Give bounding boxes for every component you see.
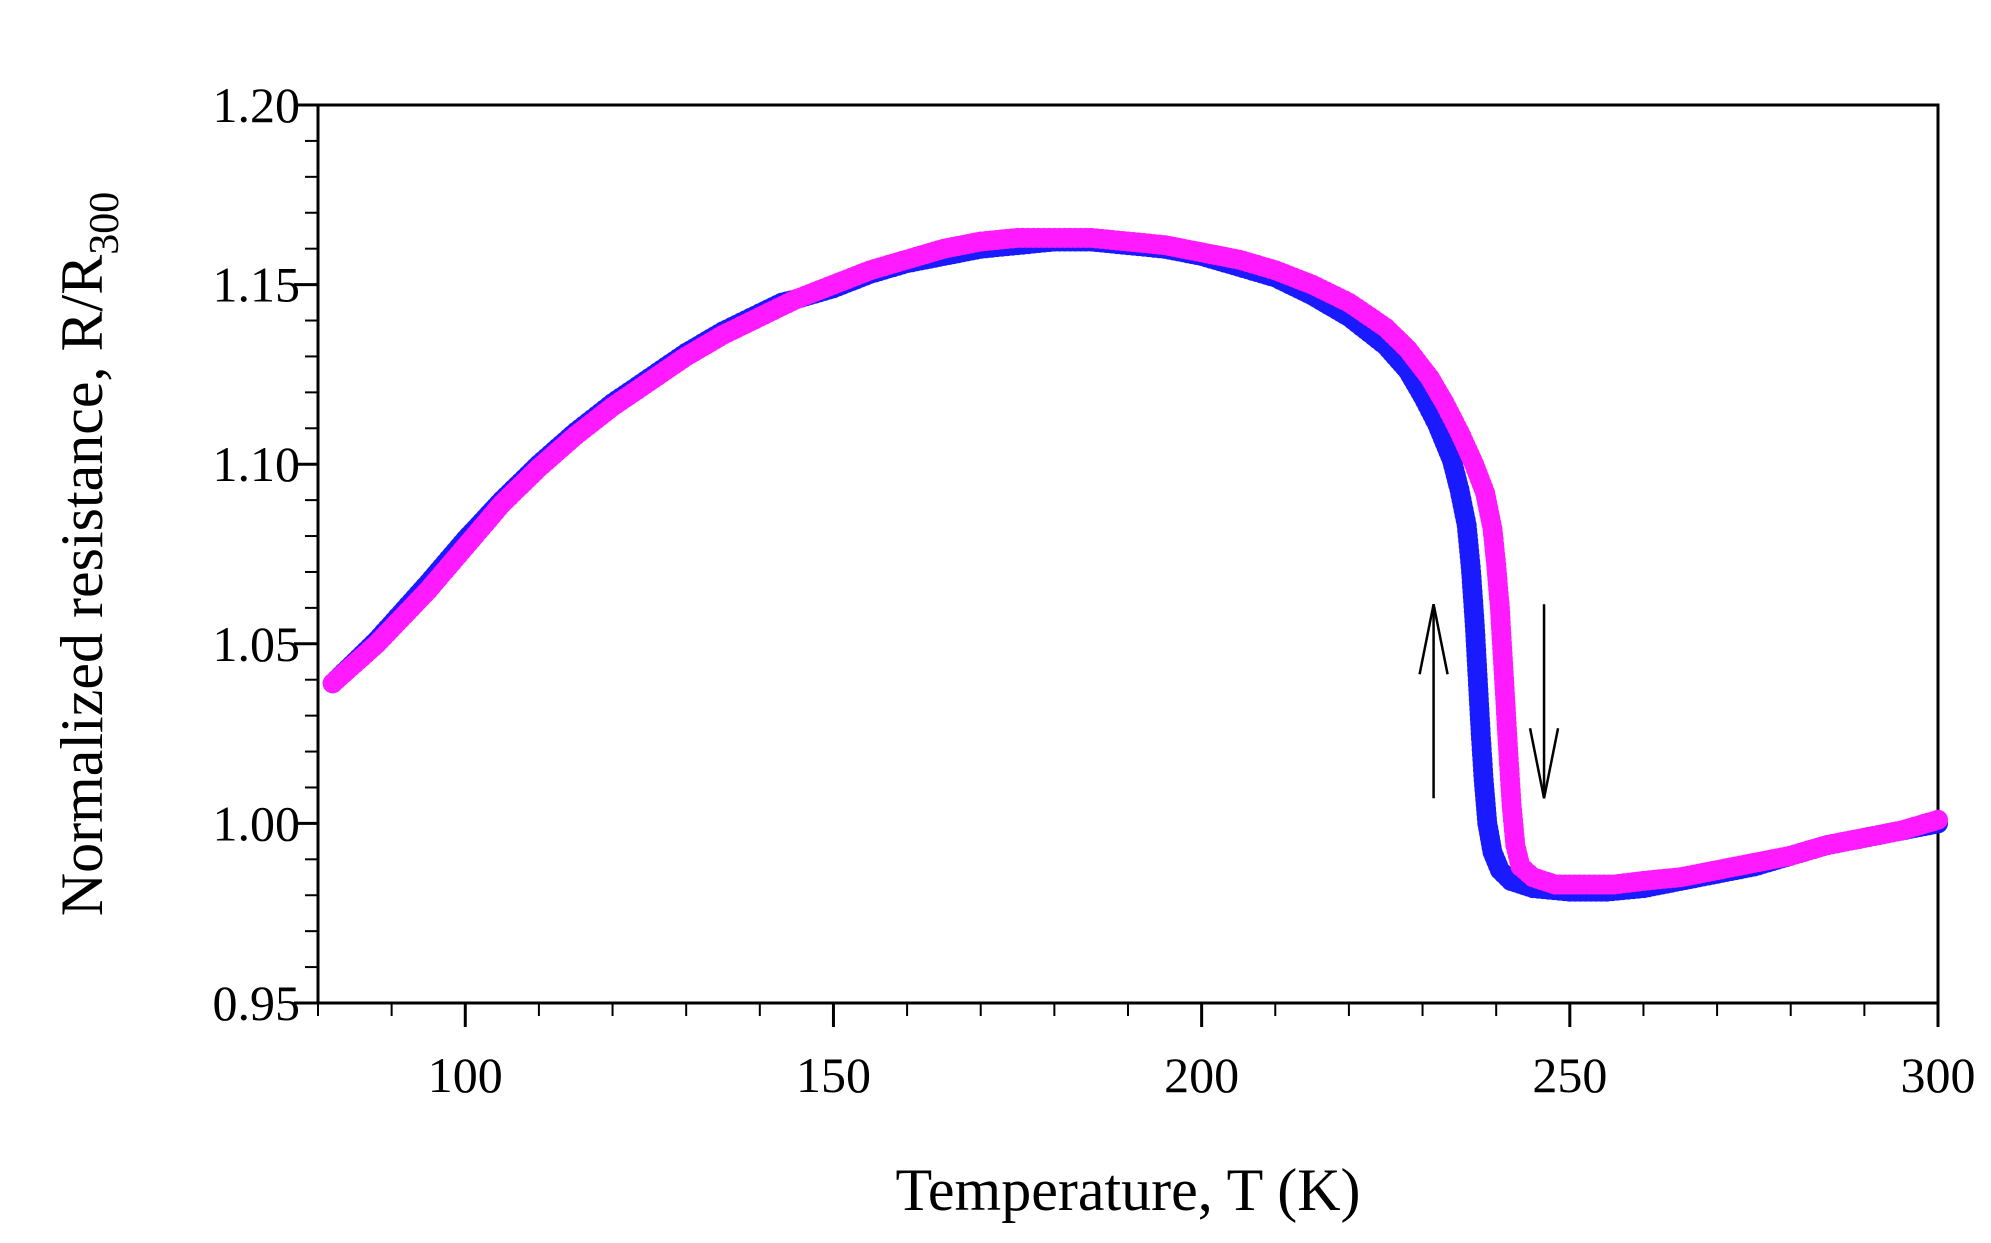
y-tick-label: 1.20 — [213, 77, 301, 133]
x-tick-label: 200 — [1164, 1047, 1239, 1103]
x-axis-title: Temperature, T (K) — [895, 1157, 1360, 1223]
y-tick-label: 1.15 — [213, 257, 301, 313]
y-axis-title-main: Normalized resistance, R/R — [49, 255, 115, 916]
series-layer — [322, 227, 1948, 902]
y-axis-title-subscript: 300 — [82, 192, 128, 255]
x-tick-labels: 100 150 200 250 300 — [428, 1047, 1976, 1103]
y-axis-title: Normalized resistance, R/R300 — [49, 192, 128, 916]
x-tick-label: 100 — [428, 1047, 503, 1103]
cooling-arrow — [1418, 604, 1449, 799]
x-tick-label: 150 — [796, 1047, 871, 1103]
x-tick-label: 300 — [1901, 1047, 1976, 1103]
y-tick-label: 1.10 — [213, 436, 301, 492]
series-warming — [322, 227, 1948, 895]
y-tick-label: 0.95 — [213, 975, 301, 1031]
x-tick-label: 250 — [1532, 1047, 1607, 1103]
minor-ticks — [305, 139, 1866, 1016]
warming-data-point — [1928, 809, 1948, 830]
major-ticks — [294, 103, 1940, 1027]
y-tick-label: 1.05 — [213, 616, 301, 672]
y-tick-labels: 0.95 1.00 1.05 1.10 1.15 1.20 — [213, 77, 301, 1031]
y-tick-label: 1.00 — [213, 795, 301, 851]
warming-arrow — [1528, 604, 1560, 799]
warming-arrow-head — [1528, 728, 1560, 799]
annotation-layer — [1418, 604, 1560, 799]
cooling-arrow-head — [1418, 604, 1449, 675]
series-cooling — [322, 231, 1948, 902]
